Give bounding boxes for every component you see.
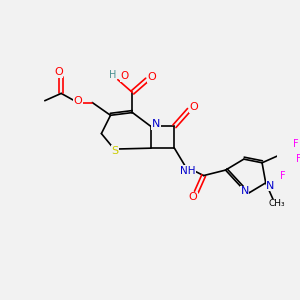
Text: O: O: [188, 193, 197, 202]
Text: S: S: [112, 146, 118, 156]
Text: H: H: [109, 70, 116, 80]
Text: O: O: [73, 96, 82, 106]
Text: N: N: [241, 186, 249, 196]
Text: O: O: [147, 72, 156, 82]
Text: F: F: [280, 171, 286, 181]
Text: N: N: [152, 119, 160, 129]
Text: CH₃: CH₃: [268, 200, 285, 208]
Text: O: O: [189, 102, 198, 112]
Text: NH: NH: [180, 166, 196, 176]
Text: F: F: [293, 139, 299, 148]
Text: N: N: [266, 181, 275, 190]
Text: O: O: [121, 71, 129, 81]
Text: O: O: [54, 68, 63, 77]
Text: F: F: [296, 154, 300, 164]
